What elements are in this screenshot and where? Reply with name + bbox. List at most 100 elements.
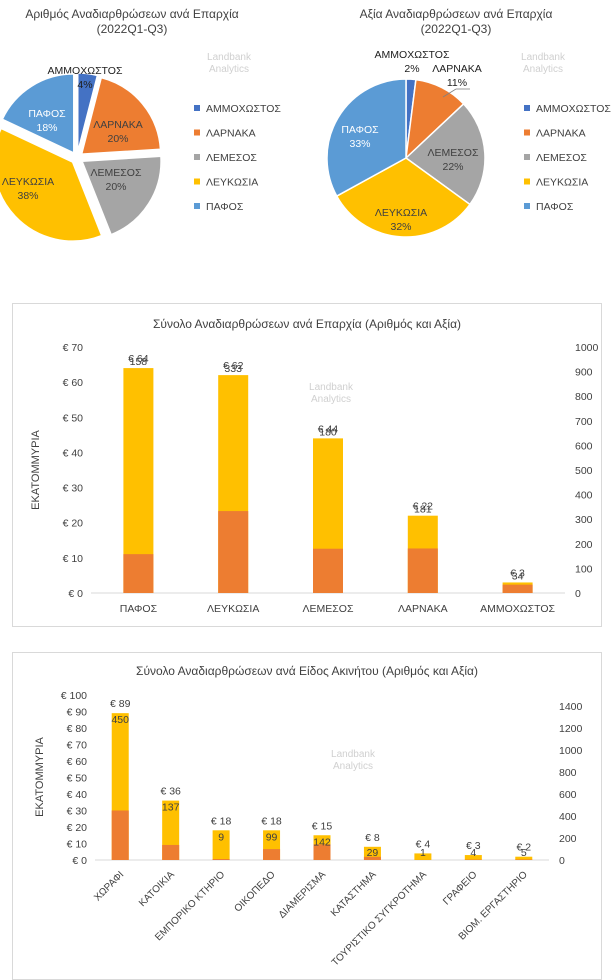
pie-slice-percent-label: 20% [107, 133, 128, 145]
y-tick-label: € 100 [61, 690, 87, 702]
x-category-label: ΛΑΡΝΑΚΑ [398, 603, 448, 615]
bar-value-7 [464, 855, 482, 860]
y2-tick-label: 500 [575, 465, 593, 477]
y-tick-label: € 30 [67, 806, 88, 818]
pie-chart-value-panel: Αξία Αναδιαρθρώσεων ανά Επαρχία (2022Q1-Q… [298, 0, 613, 272]
y-axis-label: ΕΚΑΤΟΜΜΥΡΙΑ [34, 737, 46, 817]
bar-value-label: € 62 [223, 360, 244, 372]
bar-count-label: 34 [512, 570, 524, 582]
y-tick-label: € 10 [63, 553, 84, 565]
chart-title: Αριθμός Αναδιαρθρώσεων ανά Επαρχία [25, 7, 238, 21]
chart-title: Σύνολο Αναδιαρθρώσεων ανά Είδος Ακινήτου… [136, 664, 478, 678]
bar-value-label: € 22 [413, 501, 434, 513]
pie-slice-name-label: ΛΑΡΝΑΚΑ [93, 119, 143, 131]
y2-tick-label: 300 [575, 514, 593, 526]
pie-chart-count: Αριθμός Αναδιαρθρώσεων ανά Επαρχία(2022Q… [0, 7, 281, 242]
bar-value-label: € 3 [510, 567, 525, 579]
pie-slice-name-label: ΠΑΦΟΣ [341, 124, 379, 136]
y2-tick-label: 600 [575, 440, 593, 452]
pie-slice-lefkosia [0, 127, 103, 242]
bar-value-label: € 18 [211, 815, 232, 827]
pie-slice-name-label: ΠΑΦΟΣ [28, 108, 66, 120]
bar-count-label: 99 [266, 831, 278, 843]
pie-slice-name-label: ΛΕΜΕΣΟΣ [428, 147, 479, 159]
pie-slice-percent-label: 2% [404, 63, 419, 75]
legend-label: ΛΕΜΕΣΟΣ [206, 152, 257, 164]
bar-value-label: € 15 [312, 820, 333, 832]
bar-count-label: 4 [470, 847, 476, 859]
bar-count-label: 9 [218, 831, 224, 843]
pie-slice-pafos [1, 73, 75, 155]
x-category-label: ΟΙΚΟΠΕΔΟ [233, 869, 278, 914]
watermark-text: Landbank [309, 382, 354, 393]
y2-tick-label: 0 [559, 855, 565, 867]
bar-count-label: 5 [521, 847, 527, 859]
bar-count-3 [263, 849, 281, 860]
bar-value-label: € 44 [318, 423, 339, 435]
pie-slice-lefkosia [335, 157, 471, 238]
pie-slice-name-label: ΛΕΜΕΣΟΣ [91, 167, 142, 179]
pie-chart-count-panel: Αριθμός Αναδιαρθρώσεων ανά Επαρχία (2022Q… [0, 0, 293, 272]
pie-slice-percent-label: 4% [77, 79, 92, 91]
x-category-label: ΤΟΥΡΙΣΤΙΚΟ ΣΥΓΚΡΟΤΗΜΑ [330, 869, 429, 968]
y-tick-label: € 30 [63, 483, 84, 495]
pie-slice-pafos [326, 78, 407, 198]
legend-label: ΛΕΥΚΩΣΙΑ [206, 177, 258, 189]
pie-slice-percent-label: 22% [442, 161, 463, 173]
y2-tick-label: 600 [559, 789, 577, 801]
bar-count-label: 450 [111, 714, 129, 726]
bar-count-1 [218, 511, 249, 593]
bar-value-6 [414, 853, 432, 860]
legend-label: ΑΜΜΟΧΩΣΤΟΣ [206, 103, 281, 115]
bar-value-label: € 64 [128, 353, 149, 365]
chart-title: Σύνολο Αναδιαρθρώσεων ανά Επαρχία (Αριθμ… [153, 317, 461, 331]
legend-label: ΛΕΜΕΣΟΣ [536, 152, 587, 164]
bar-value-label: € 18 [261, 815, 282, 827]
bar-count-label: 1 [420, 847, 426, 859]
y2-tick-label: 1400 [559, 701, 583, 713]
pie-slice-name-label: ΛΕΥΚΩΣΙΑ [375, 207, 427, 219]
bar-count-label: 180 [319, 426, 337, 438]
y-tick-label: € 60 [63, 377, 84, 389]
x-category-label: ΠΑΦΟΣ [120, 603, 158, 615]
watermark-text: Analytics [311, 394, 351, 405]
pie-slice-name-label: ΛΕΥΚΩΣΙΑ [2, 176, 54, 188]
chart-title: (2022Q1-Q3) [97, 22, 168, 36]
pie-slice-name-label: ΑΜΜΟΧΩΣΤΟΣ [375, 49, 450, 61]
bar-count-4 [502, 584, 533, 593]
x-category-label: ΧΩΡΑΦΙ [92, 869, 126, 903]
bar-count-0 [123, 554, 154, 593]
bar-count-2 [313, 548, 343, 593]
pie-slice-larnaka [80, 76, 162, 155]
y-axis-label: ΕΚΑΤΟΜΜΥΡΙΑ [30, 430, 42, 510]
watermark-text: Landbank [331, 749, 376, 760]
legend-swatch-lemesos [194, 154, 200, 160]
x-category-label: ΚΑΤΑΣΤΗΜΑ [329, 869, 379, 919]
pie-slice-percent-label: 38% [17, 190, 38, 202]
y-tick-label: € 20 [63, 518, 84, 530]
pie-slice-percent-label: 18% [36, 122, 57, 134]
x-category-label: ΓΡΑΦΕΙΟ [441, 869, 479, 907]
y-tick-label: € 0 [68, 588, 83, 600]
legend-swatch-lemesos [524, 154, 530, 160]
x-category-label: ΑΜΜΟΧΩΣΤΟΣ [480, 603, 555, 615]
y2-tick-label: 400 [575, 490, 593, 502]
bar-chart-by-property-type-panel: Σύνολο Αναδιαρθρώσεων ανά Είδος Ακινήτου… [12, 652, 602, 980]
pie-slice-ammochostos [77, 72, 99, 153]
legend-swatch-lefkosia [524, 178, 530, 185]
y2-tick-label: 100 [575, 563, 593, 575]
bar-count-label: 137 [162, 802, 180, 814]
bar-value-label: € 36 [160, 786, 181, 798]
legend-label: ΛΑΡΝΑΚΑ [206, 128, 256, 140]
legend-swatch-ammochostos [524, 105, 530, 111]
pie-slice-lemesos [404, 102, 486, 206]
bar-value-label: € 4 [416, 838, 431, 850]
y-tick-label: € 50 [67, 773, 88, 785]
legend-swatch-ammochostos [194, 105, 200, 111]
pie-slice-percent-label: 33% [349, 138, 370, 150]
bar-value-label: € 89 [110, 698, 131, 710]
legend-swatch-lefkosia [194, 178, 200, 185]
legend-label: ΛΕΥΚΩΣΙΑ [536, 177, 588, 189]
bar-count-2 [212, 859, 230, 860]
y2-tick-label: 1200 [559, 723, 583, 735]
